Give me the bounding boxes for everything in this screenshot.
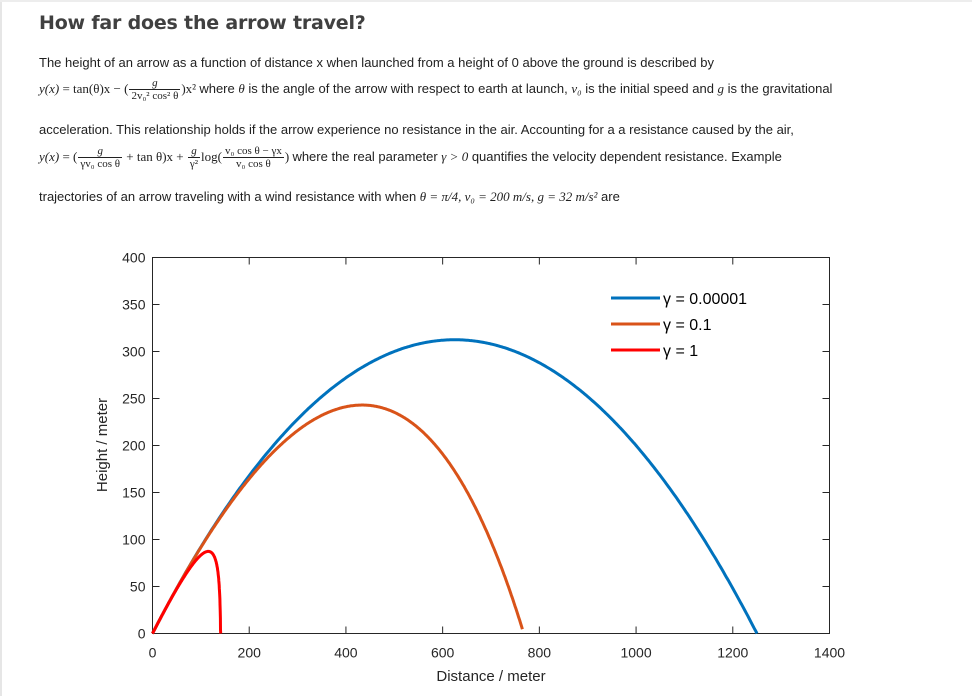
paragraph-example: trajectories of an arrow traveling with …: [39, 189, 620, 205]
legend-label: γ = 1: [663, 343, 698, 360]
eq2-f3-den: v₀ cos θ: [236, 158, 271, 170]
series-line-1: [151, 403, 524, 635]
y-tick-label: 50: [130, 579, 146, 595]
parameter-values: θ = π/4, v₀ = 200 m/s, g = 32 m/s²: [419, 189, 598, 204]
eq2-b: + tan θ)x +: [123, 148, 187, 164]
x-tick-label: 400: [334, 645, 358, 661]
equation-line-1: y(x) = tan(θ)x − (g 2v₀² cos² θ)x² where …: [39, 78, 833, 103]
chart-legend: γ = 0.00001 γ = 0.1 γ = 1: [611, 291, 747, 360]
v0-symbol: v₀: [571, 80, 582, 96]
y-tick-label: 150: [122, 485, 146, 501]
y-tick-label: 0: [138, 626, 146, 642]
text: trajectories of an arrow traveling with …: [39, 189, 420, 204]
gamma-condition: γ > 0: [441, 148, 469, 164]
text: is the angle of the arrow with respect t…: [244, 80, 572, 96]
text: quantifies the velocity dependent resist…: [468, 148, 782, 164]
eq2-f2-num: g: [187, 146, 201, 158]
equation-with-drag: y(x) = (g γv₀ cos θ + tan θ)x + g γ² log(v₀…: [39, 146, 292, 171]
eq1-frac-den: 2v₀² cos² θ: [131, 90, 179, 102]
text: where the real parameter: [292, 148, 442, 164]
eq2-a: = (: [59, 148, 78, 164]
eq2-f1-den: γv₀ cos θ: [80, 158, 121, 170]
equation-no-drag: y(x) = tan(θ)x − (g 2v₀² cos² θ)x²: [39, 78, 199, 103]
text: is the gravitational: [724, 80, 833, 96]
theta-symbol: θ: [238, 80, 245, 96]
eq2-d: ): [284, 148, 290, 164]
g-symbol: g: [717, 80, 725, 96]
x-tick-label: 0: [149, 645, 157, 661]
intro-paragraph: The height of an arrow as a function of …: [39, 55, 714, 70]
y-tick-label: 350: [122, 297, 146, 313]
eq2-f2-den: γ²: [189, 158, 199, 170]
series-line-0: [151, 338, 759, 635]
x-tick-label: 1200: [717, 645, 748, 661]
x-tick-label: 600: [431, 645, 455, 661]
equation-line-2: y(x) = (g γv₀ cos θ + tan θ)x + g γ² log(v₀…: [39, 146, 782, 171]
x-axis-label: Distance / meter: [436, 668, 545, 685]
eq2-fraction-1: g γv₀ cos θ: [78, 146, 123, 170]
chart-axes: 0 200 400 600 800 1000 1200 1400 0 50 100 150 200 250…: [122, 250, 845, 661]
eq2-fraction-3: v₀ cos θ − γx v₀ cos θ: [223, 146, 284, 170]
eq1-frac-num: g: [129, 78, 181, 90]
eq1-fraction: g 2v₀² cos² θ: [129, 78, 181, 102]
eq1-rhs-b: )x²: [181, 80, 197, 96]
text: is the initial speed and: [581, 80, 718, 96]
x-tick-label: 200: [238, 645, 262, 661]
eq1-rhs-a: = tan(θ)x − (: [59, 80, 129, 96]
eq2-fraction-2: g γ²: [187, 146, 201, 170]
eq2-lhs: y(x): [39, 148, 60, 164]
y-tick-label: 200: [122, 438, 146, 454]
legend-label: γ = 0.1: [663, 317, 712, 334]
y-tick-label: 300: [122, 344, 146, 360]
text: are: [597, 189, 620, 204]
x-tick-label: 800: [528, 645, 552, 661]
panel-top-border: [0, 0, 972, 2]
y-tick-label: 400: [122, 250, 146, 266]
chart-series: [151, 338, 759, 635]
y-axis-label: Height / meter: [94, 398, 111, 492]
legend-label: γ = 0.00001: [663, 291, 747, 308]
x-tick-label: 1000: [620, 645, 651, 661]
y-tick-label: 250: [122, 391, 146, 407]
eq2-c: log(: [201, 148, 222, 164]
eq2-f3-num: v₀ cos θ − γx: [223, 145, 284, 158]
page-title: How far does the arrow travel?: [39, 12, 366, 34]
panel-left-border: [0, 0, 2, 696]
eq1-lhs: y(x): [39, 80, 60, 96]
x-tick-label: 1400: [814, 645, 845, 661]
text: where: [199, 80, 239, 96]
y-tick-label: 100: [122, 532, 146, 548]
series-line-2: [151, 549, 223, 635]
paragraph-resistance: acceleration. This relationship holds if…: [39, 122, 794, 137]
eq2-f1-num: g: [78, 146, 123, 158]
